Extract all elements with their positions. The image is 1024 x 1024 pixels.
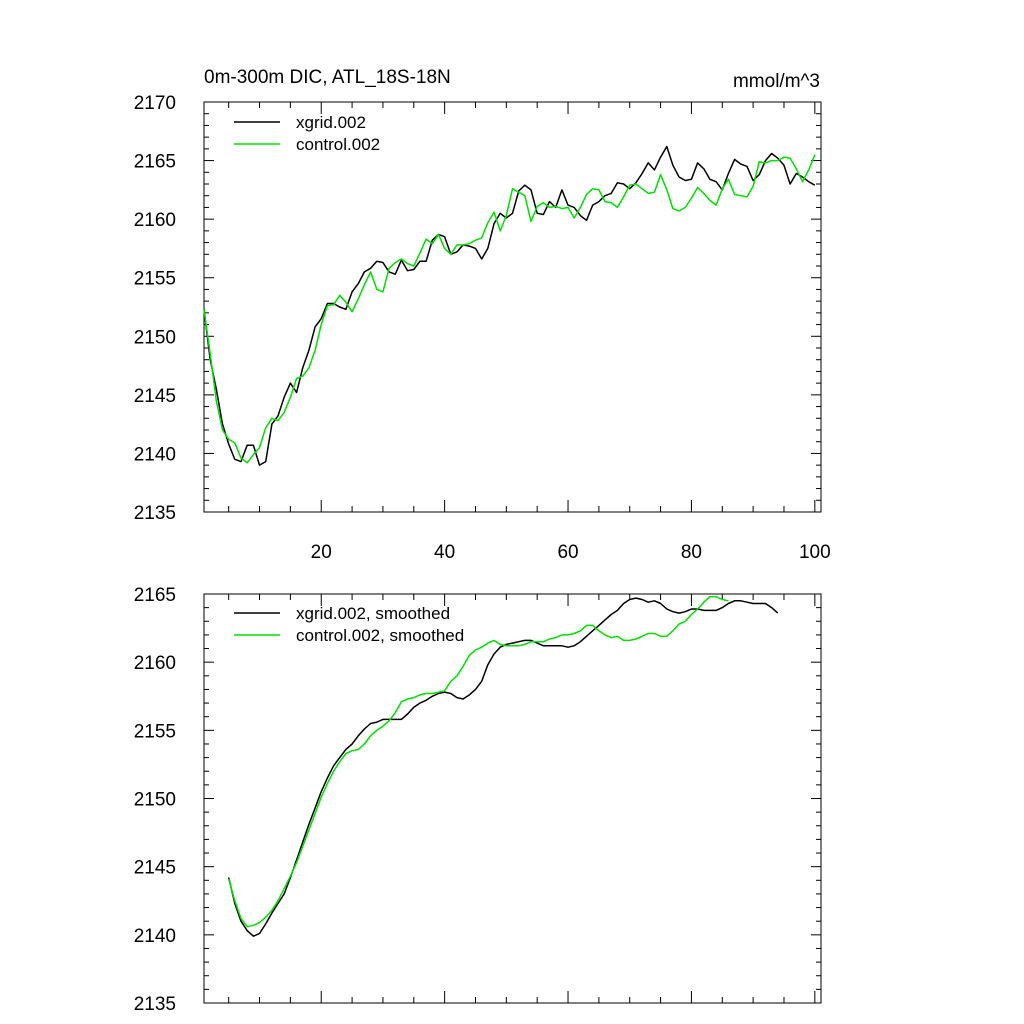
y-tick-label: 2160 (134, 210, 176, 231)
series-line-control-002 (203, 154, 816, 464)
y-tick-label: 2140 (134, 444, 176, 465)
y-tick-label: 2145 (134, 858, 176, 879)
x-tick-label: 80 (681, 542, 702, 563)
legend-label: xgrid.002 (296, 113, 366, 132)
y-tick-label: 2150 (134, 790, 176, 811)
plot-frame (203, 593, 822, 1004)
y-tick-label: 2170 (134, 93, 176, 114)
x-tick-label: 20 (311, 542, 332, 563)
chart-title: 0m-300m DIC, ATL_18S-18N (204, 67, 451, 88)
y-tick-label: 2140 (134, 926, 176, 947)
legend-label: control.002 (296, 135, 380, 154)
series-line-xgrid-002 (203, 145, 816, 466)
y-tick-label: 2135 (134, 503, 176, 524)
x-tick-label: 100 (799, 542, 831, 563)
y-tick-label: 2155 (134, 269, 176, 290)
legend-label: control.002, smoothed (296, 626, 464, 645)
y-tick-label: 2145 (134, 386, 176, 407)
bottom-panel: 2135 2140 2145 2150 2155 2160 2165 xgrid.002, s… (134, 585, 822, 1015)
y-tick-label: 2135 (134, 994, 176, 1015)
top-panel: 0m-300m DIC, ATL_18S-18N mmol/m^3 2135 21… (134, 67, 831, 563)
y-tick-label: 2160 (134, 653, 176, 674)
x-tick-label: 40 (434, 542, 455, 563)
legend-label: xgrid.002, smoothed (296, 604, 450, 623)
y-tick-label: 2165 (134, 585, 176, 606)
x-tick-label: 60 (557, 542, 578, 563)
plot-frame (203, 101, 822, 513)
y-tick-label: 2150 (134, 327, 176, 348)
y-tick-label: 2165 (134, 152, 176, 173)
units-label: mmol/m^3 (733, 71, 820, 92)
series-line-control-002-smoothed (227, 595, 729, 928)
series-line-xgrid-002-smoothed (227, 597, 779, 937)
y-tick-label: 2155 (134, 721, 176, 742)
